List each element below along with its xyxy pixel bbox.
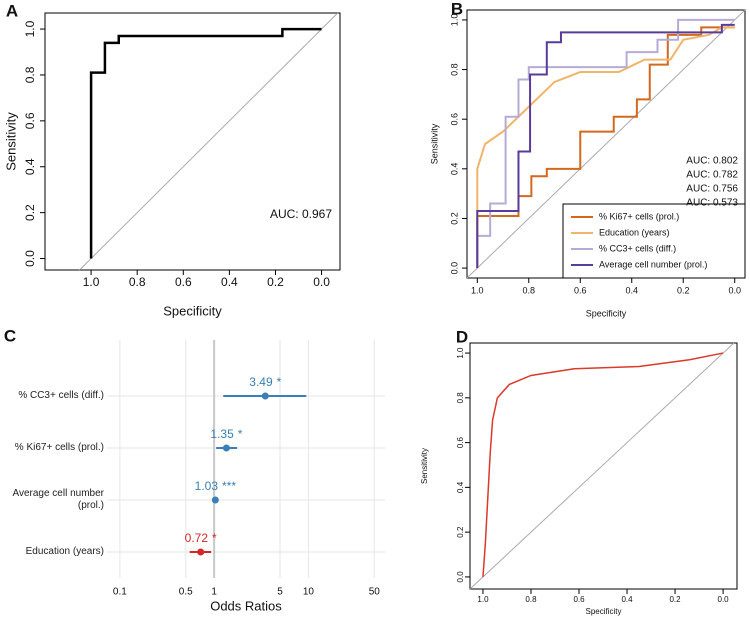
point: [197, 548, 205, 556]
value-number: 1.35: [210, 427, 234, 441]
x-tick-label: 1: [211, 587, 217, 598]
y-tick-label: 0.4: [449, 163, 459, 176]
legend-label: % Ki67+ cells (prol.): [599, 211, 679, 221]
y-category-label: % CC3+ cells (diff.): [18, 390, 104, 401]
value-label: 1.03 ***: [195, 479, 237, 493]
reference-diagonal: [79, 12, 339, 271]
x-tick-label: 0.4: [625, 285, 638, 295]
significance: *: [238, 427, 243, 441]
x-axis-label: Specificity: [586, 308, 627, 318]
x-tick-label: 0.4: [621, 595, 633, 604]
auc-label: AUC: 0.756: [686, 184, 738, 195]
y-tick-label: 0.6: [23, 112, 37, 129]
x-axis-label: Odds Ratios: [210, 598, 282, 613]
legend-label: Education (years): [599, 227, 670, 237]
panel-label: A: [6, 1, 18, 20]
roc-curve: [476, 23, 735, 269]
panel-label: C: [4, 326, 16, 345]
y-tick-label: 1.0: [456, 347, 465, 359]
y-tick-label: 0.2: [449, 212, 459, 225]
y-axis-label: Sensitivity: [429, 123, 439, 164]
significance: *: [212, 531, 217, 545]
y-category-label: Average cell number (prol.): [12, 488, 104, 511]
value-label: 1.35 *: [210, 427, 242, 441]
y-tick-label: 1.0: [23, 20, 37, 37]
x-tick-label: 50: [369, 587, 381, 598]
point: [261, 392, 269, 400]
value-number: 1.03: [195, 479, 219, 493]
x-tick-label: 5: [277, 587, 283, 598]
x-tick-label: 0.6: [175, 275, 192, 289]
roc-curve: [89, 27, 322, 259]
value-number: 0.72: [185, 531, 209, 545]
auc-annotation: AUC: 0.967: [270, 207, 332, 221]
x-tick-label: 0.0: [728, 285, 741, 295]
y-category-label: % Ki67+ cells (prol.): [14, 442, 104, 453]
y-tick-label: 0.2: [456, 526, 465, 538]
x-axis-label: Specificity: [585, 607, 621, 616]
roc-curve: [476, 26, 735, 269]
y-tick-label: 0.0: [449, 262, 459, 275]
x-tick-label: 0.8: [523, 285, 536, 295]
y-category-label: Education (years): [25, 546, 104, 557]
y-tick-label: 0.6: [456, 436, 465, 448]
auc-label: AUC: 0.573: [686, 198, 738, 209]
y-tick-label: 0.4: [456, 481, 465, 493]
x-tick-label: 0.0: [718, 595, 730, 604]
x-tick-label: 0.8: [129, 275, 146, 289]
value-label: 0.72 *: [185, 531, 217, 545]
x-tick-label: 10: [303, 587, 315, 598]
value-label: 3.49 *: [249, 375, 281, 389]
x-tick-label: 0.4: [221, 275, 238, 289]
y-tick-label: 0.0: [23, 250, 37, 267]
x-tick-label: 0.2: [677, 285, 690, 295]
auc-label: AUC: 0.782: [686, 170, 738, 181]
plot-frame: [469, 342, 738, 590]
y-tick-label: 0.8: [449, 63, 459, 76]
panel-label: B: [451, 0, 463, 18]
value-number: 3.49: [249, 375, 273, 389]
y-tick-label: 0.0: [456, 571, 465, 583]
y-tick-label: 0.8: [456, 392, 465, 404]
panel-label: D: [456, 327, 468, 346]
y-axis-label: Sensitivity: [3, 112, 18, 171]
auc-label: AUC: 0.802: [686, 156, 738, 167]
x-tick-label: 0.2: [267, 275, 284, 289]
y-tick-label: 1.0: [449, 14, 459, 27]
legend-box: [562, 203, 746, 279]
point: [211, 496, 219, 504]
legend-label: Average cell number (prol.): [599, 259, 707, 269]
x-tick-label: 0.8: [525, 595, 537, 604]
x-tick-label: 1.0: [83, 275, 100, 289]
legend-label: % CC3+ cells (diff.): [599, 243, 676, 253]
significance: ***: [222, 479, 236, 493]
x-tick-label: 0.2: [669, 595, 681, 604]
x-tick-label: 0.1: [113, 587, 127, 598]
plot-frame: [44, 12, 341, 271]
y-tick-label: 0.4: [23, 158, 37, 175]
reference-diagonal: [466, 9, 746, 279]
x-tick-label: 1.0: [471, 285, 484, 295]
x-tick-label: 0.6: [573, 595, 585, 604]
x-tick-label: 0.5: [179, 587, 193, 598]
y-tick-label: 0.6: [449, 113, 459, 126]
x-axis-label: Specificity: [163, 303, 222, 318]
y-tick-label: 0.8: [23, 66, 37, 83]
point: [222, 444, 230, 452]
roc-curve: [482, 352, 724, 577]
x-tick-label: 0.6: [574, 285, 587, 295]
x-tick-label: 1.0: [477, 595, 489, 604]
significance: *: [277, 375, 282, 389]
reference-diagonal: [469, 342, 735, 590]
y-axis-label: Sensitivity: [420, 448, 429, 484]
x-tick-label: 0.0: [313, 275, 330, 289]
roc-curve: [476, 18, 735, 269]
roc-curve: [476, 26, 735, 269]
y-tick-label: 0.2: [23, 204, 37, 221]
